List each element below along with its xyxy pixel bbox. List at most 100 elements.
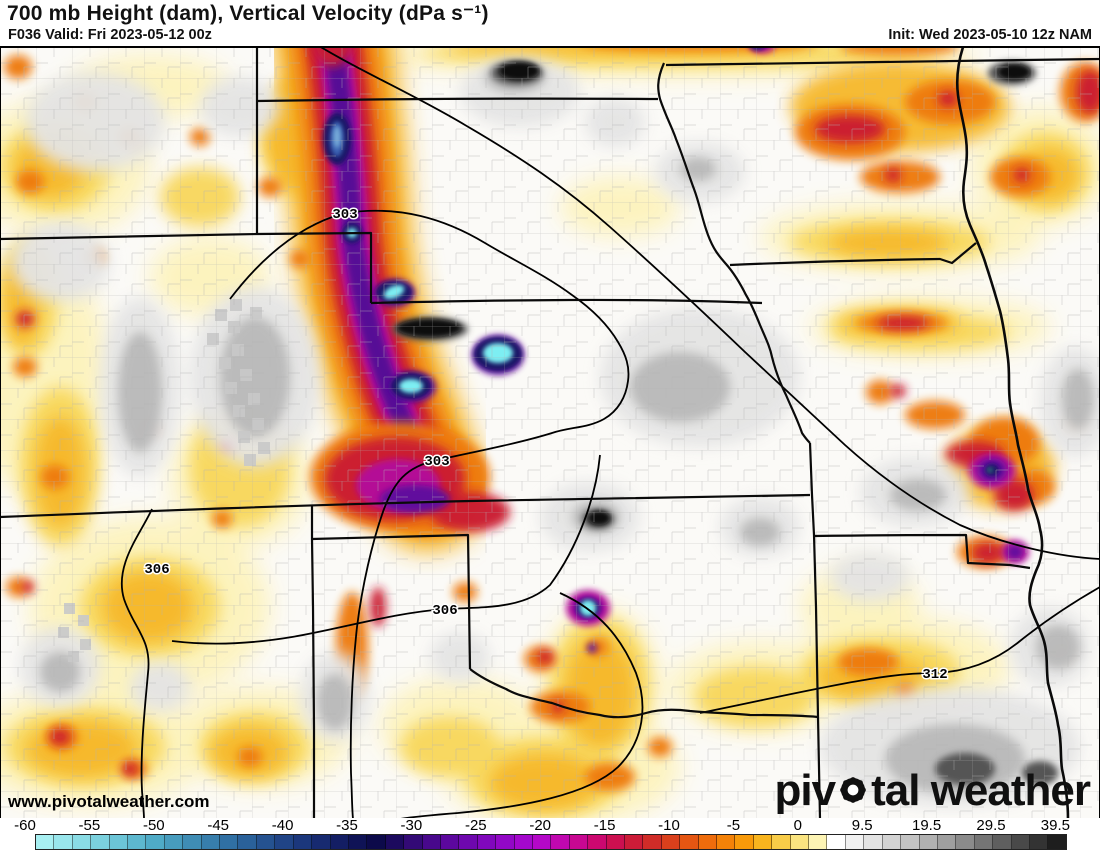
colorbar-cell bbox=[404, 835, 423, 849]
colorbar-cell bbox=[109, 835, 129, 849]
colorbar-cell bbox=[845, 835, 865, 849]
colorbar-cell bbox=[974, 835, 994, 849]
logo-text-right: tal weather bbox=[871, 766, 1091, 815]
colorbar-tick: -25 bbox=[464, 817, 487, 834]
colorbar-cell bbox=[183, 835, 202, 849]
border-mississippi-river bbox=[955, 46, 1070, 820]
vertical-velocity-map-canvas: 303 303 306 306 312 bbox=[0, 0, 1100, 827]
colorbar-tick: -15 bbox=[593, 817, 616, 834]
contour-label-306-a: 306 bbox=[144, 562, 169, 578]
colorbar-cell bbox=[312, 835, 331, 849]
colorbar-cell bbox=[293, 835, 313, 849]
colorbar-cell bbox=[901, 835, 920, 849]
contour-labels: 303 303 306 306 312 bbox=[143, 206, 949, 685]
colorbar-cell bbox=[882, 835, 902, 849]
colorbar-cell bbox=[54, 835, 73, 849]
colorbar-cell bbox=[477, 835, 497, 849]
colorbar-cell bbox=[220, 835, 239, 849]
colorbar-cell bbox=[514, 835, 533, 849]
colorbar-cell bbox=[238, 835, 257, 849]
colorbar-cell bbox=[551, 835, 570, 849]
contour-label-303-b: 303 bbox=[424, 454, 449, 470]
colorbar-cell bbox=[827, 835, 846, 849]
border-nm-tx bbox=[310, 505, 316, 819]
colorbar-scale bbox=[35, 834, 1067, 850]
contour-309 bbox=[399, 592, 644, 820]
colorbar-cell bbox=[993, 835, 1012, 849]
colorbar-cell bbox=[606, 835, 625, 849]
colorbar-cell bbox=[809, 835, 828, 849]
colorbar-cell bbox=[735, 835, 754, 849]
contour-label-306-b: 306 bbox=[432, 603, 457, 619]
colorbar-cell bbox=[164, 835, 184, 849]
colorbar-tick: 9.5 bbox=[851, 817, 873, 834]
colorbar-cell bbox=[459, 835, 478, 849]
colorbar-cell bbox=[772, 835, 791, 849]
colorbar-cell bbox=[256, 835, 276, 849]
colorbar-cell bbox=[91, 835, 110, 849]
init-time-label: Init: Wed 2023-05-10 12z NAM bbox=[888, 27, 1092, 43]
colorbar-tick: -45 bbox=[207, 817, 230, 834]
colorbar-cell bbox=[698, 835, 718, 849]
border-red-river bbox=[469, 668, 819, 719]
border-ne-ks bbox=[370, 298, 763, 305]
colorbar-tick: 39.5 bbox=[1040, 817, 1070, 834]
colorbar-tick: -10 bbox=[658, 817, 680, 834]
border-37n bbox=[0, 493, 811, 519]
colorbar-cell bbox=[422, 835, 441, 849]
colorbar-tick: -55 bbox=[78, 817, 101, 834]
colorbar-cell bbox=[1011, 835, 1030, 849]
colorbar-cell bbox=[367, 835, 386, 849]
contour-label-312: 312 bbox=[922, 667, 947, 683]
border-ks-mo-ok-ar bbox=[808, 442, 822, 820]
colorbar-tick: -50 bbox=[142, 817, 165, 834]
border-co-north bbox=[0, 231, 373, 303]
height-contour-lines bbox=[120, 32, 1100, 820]
border-ia-mo bbox=[729, 242, 977, 267]
colorbar-tick-labels: -60 -55 -50 -45 -40 -35 -30 -25 -20 -15 -10 -5 0 9.5 1… bbox=[0, 817, 1100, 834]
logo-text-left: piv bbox=[774, 766, 837, 815]
colorbar-cell bbox=[330, 835, 349, 849]
colorbar-tick: 29.5 bbox=[976, 817, 1006, 834]
colorbar-cell bbox=[385, 835, 405, 849]
colorbar-cell bbox=[72, 835, 92, 849]
border-missouri-river bbox=[657, 62, 811, 444]
colorbar: -60 -55 -50 -45 -40 -35 -30 -25 -20 -15 -10 -5 0 9.5 1… bbox=[0, 817, 1100, 850]
colorbar-cell bbox=[128, 835, 147, 849]
colorbar-tick: -35 bbox=[336, 817, 358, 834]
border-mo-ar bbox=[813, 533, 1031, 570]
colorbar-cell bbox=[680, 835, 699, 849]
colorbar-tick: -60 bbox=[14, 817, 36, 834]
border-sd-ne bbox=[256, 97, 659, 103]
colorbar-cell bbox=[661, 835, 681, 849]
contour-306-west bbox=[120, 508, 153, 820]
contour-label-303-a: 303 bbox=[332, 207, 357, 223]
colorbar-cell bbox=[956, 835, 975, 849]
colorbar-cell bbox=[146, 835, 165, 849]
colorbar-cell bbox=[753, 835, 773, 849]
colorbar-cell bbox=[532, 835, 552, 849]
gear-icon bbox=[836, 771, 870, 815]
colorbar-cell bbox=[496, 835, 515, 849]
colorbar-tick: 0 bbox=[793, 817, 802, 834]
contour-303 bbox=[229, 209, 630, 820]
colorbar-tick: -5 bbox=[726, 817, 741, 834]
border-mn-ia bbox=[665, 57, 1100, 67]
colorbar-tick: -30 bbox=[400, 817, 423, 834]
contour-306-main bbox=[171, 454, 601, 645]
colorbar-cell bbox=[275, 835, 294, 849]
pivotal-weather-logo: piv tal weather bbox=[774, 766, 1091, 815]
colorbar-cell bbox=[643, 835, 662, 849]
colorbar-cell bbox=[919, 835, 938, 849]
state-borders bbox=[0, 41, 1100, 820]
colorbar-tick: 19.5 bbox=[911, 817, 942, 834]
colorbar-tick: -40 bbox=[271, 817, 294, 834]
header-bar: 700 mb Height (dam), Vertical Velocity (… bbox=[0, 0, 1100, 46]
colorbar-cell bbox=[864, 835, 883, 849]
weather-map: 303 303 306 306 312 www.pivotalweather.c… bbox=[0, 0, 1100, 827]
colorbar-cell bbox=[201, 835, 221, 849]
colorbar-cell bbox=[588, 835, 607, 849]
border-ok-panhandle bbox=[311, 533, 472, 670]
colorbar-cell bbox=[717, 835, 736, 849]
contour-300 bbox=[297, 32, 1100, 560]
